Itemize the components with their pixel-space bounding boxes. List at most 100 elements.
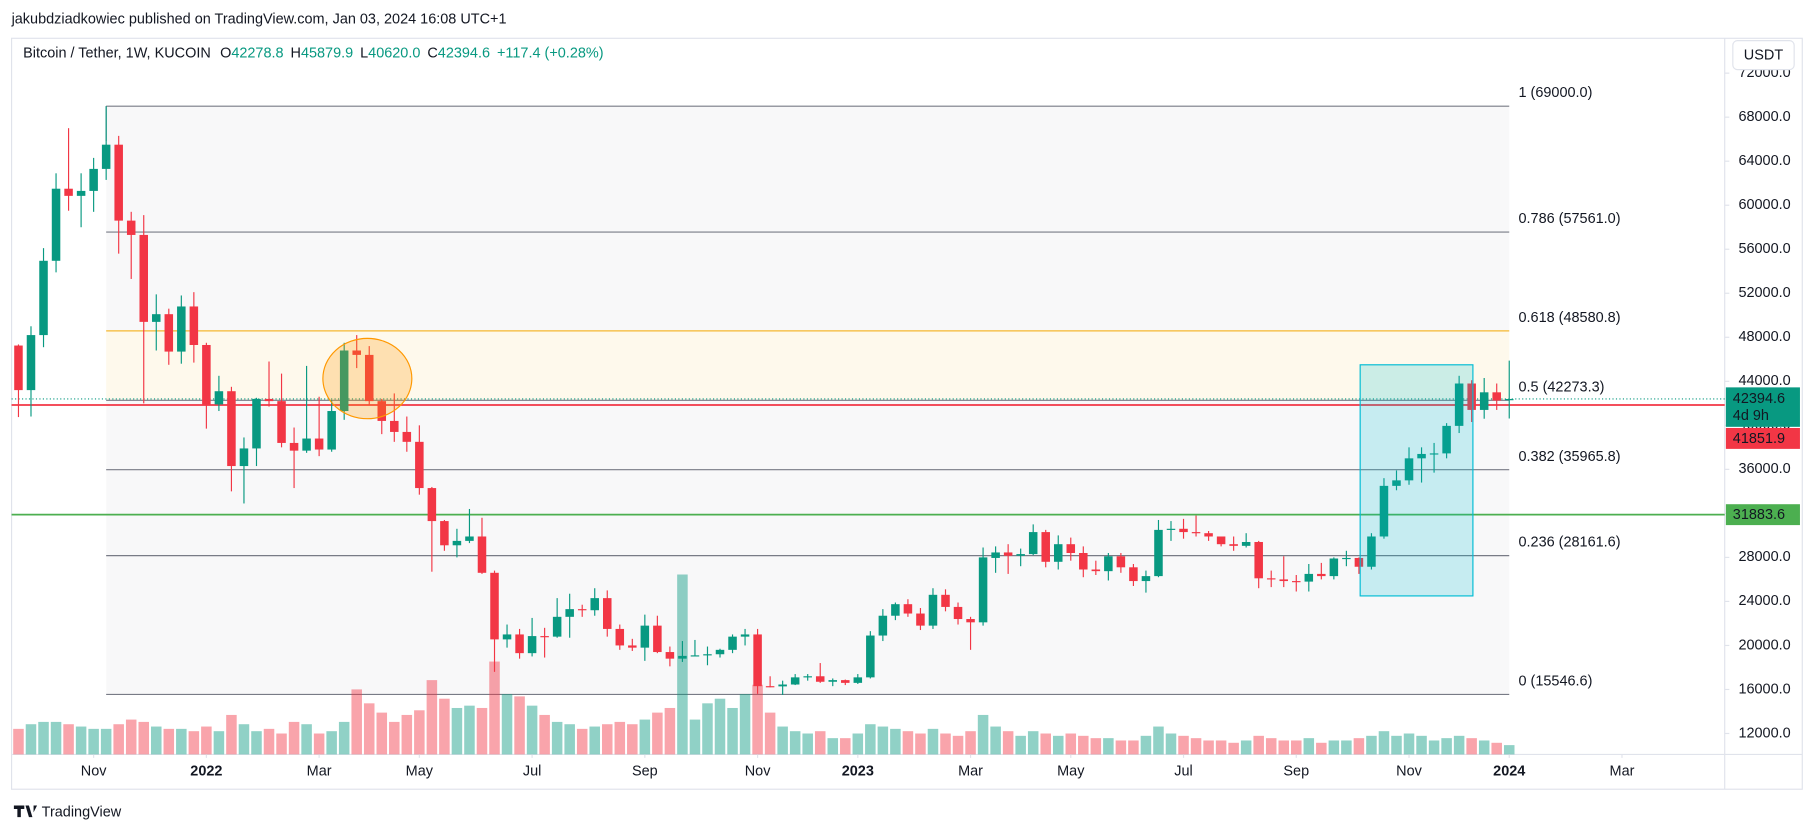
legend-value: 42278.8 xyxy=(231,45,283,61)
fib-label: 0.236 (28161.6) xyxy=(1518,535,1620,551)
volume-bar xyxy=(1353,738,1365,755)
volume-bar xyxy=(351,689,362,755)
x-tick-label: Mar xyxy=(958,764,983,780)
volume-bar xyxy=(1341,740,1352,755)
volume-bar xyxy=(752,684,763,755)
candle-body xyxy=(590,598,599,611)
y-tick-label: 52000.0 xyxy=(1738,285,1790,301)
candle-body xyxy=(1216,536,1226,545)
candle-body xyxy=(352,350,361,355)
candle-body xyxy=(577,609,587,611)
candle-body xyxy=(76,190,86,196)
volume-bar xyxy=(902,731,914,755)
candle-body xyxy=(640,625,650,648)
volume-bar xyxy=(689,719,701,755)
volume-bar xyxy=(890,728,901,755)
y-tick-label: 24000.0 xyxy=(1738,593,1790,609)
candle-body xyxy=(966,619,975,623)
last-price-badge xyxy=(1725,387,1800,427)
volume-bar xyxy=(401,714,413,755)
candle-body xyxy=(866,635,875,678)
volume-bar xyxy=(501,694,513,755)
volume-bar xyxy=(1103,738,1114,755)
volume-bar xyxy=(1278,740,1290,755)
candle-body xyxy=(665,652,675,659)
candle-body xyxy=(1404,458,1414,481)
price-badge xyxy=(1725,504,1800,526)
volume-bar xyxy=(714,698,726,755)
candle-body xyxy=(841,680,850,683)
candle-body xyxy=(715,649,725,655)
y-tick-label: 20000.0 xyxy=(1738,637,1790,653)
candle-body xyxy=(941,594,950,607)
candle-body xyxy=(289,442,299,451)
volume-bar xyxy=(1190,738,1202,755)
candle-body xyxy=(1229,544,1238,546)
candle-body xyxy=(314,438,324,450)
y-tick-label: 12000.0 xyxy=(1738,725,1790,741)
x-tick-label: Sep xyxy=(632,764,658,780)
candle-body xyxy=(1492,392,1501,401)
x-tick-label: 2022 xyxy=(190,764,222,780)
fib-zone xyxy=(106,555,1510,695)
header: jakubdziadkowiec published on TradingVie… xyxy=(11,12,507,28)
volume-bar xyxy=(13,728,24,755)
x-tick-label: May xyxy=(1057,764,1085,780)
volume-bar xyxy=(702,703,713,755)
volume-bar xyxy=(176,728,187,755)
volume-bar xyxy=(1240,740,1252,755)
legend-value: 42394.6 xyxy=(438,45,490,61)
candle-body xyxy=(415,441,424,489)
candle-body xyxy=(1241,541,1251,546)
volume-bar xyxy=(802,733,813,755)
candle-body xyxy=(1504,398,1514,401)
volume-bar xyxy=(125,719,137,755)
volume-bar xyxy=(1478,740,1490,755)
volume-bar xyxy=(739,694,751,755)
fib-label: 0.618 (48580.8) xyxy=(1518,310,1620,326)
currency-label: USDT xyxy=(1744,48,1783,64)
candle-body xyxy=(1166,528,1176,530)
volume-bar xyxy=(238,724,250,755)
volume-bar xyxy=(38,721,49,755)
volume-bar xyxy=(1015,735,1026,755)
volume-bar xyxy=(439,698,450,755)
volume-bar xyxy=(1153,726,1164,755)
volume-bar xyxy=(1291,740,1302,755)
candle-body xyxy=(803,676,812,678)
volume-bar xyxy=(213,731,225,755)
volume-bar xyxy=(539,714,550,755)
volume-bar xyxy=(251,731,262,755)
volume-bar xyxy=(1265,738,1277,755)
candle-body xyxy=(477,536,487,573)
fib-label: 0 (15546.6) xyxy=(1518,674,1592,690)
volume-bar xyxy=(1228,742,1239,755)
y-tick-label: 48000.0 xyxy=(1738,329,1790,345)
candle-body xyxy=(678,655,687,659)
candle-body xyxy=(878,615,888,636)
volume-bar xyxy=(789,731,801,755)
volume-bar xyxy=(25,724,37,755)
volume-bar xyxy=(1140,735,1152,755)
volume-bar xyxy=(764,712,776,755)
candle-body xyxy=(853,677,863,683)
candle-body xyxy=(1266,578,1276,580)
volume-bar xyxy=(977,714,989,755)
fib-label: 0.5 (42273.3) xyxy=(1518,379,1604,395)
candle-body xyxy=(1041,532,1050,562)
volume-bar xyxy=(1002,731,1014,755)
candle-body xyxy=(126,220,136,235)
legend-value: 45879.9 xyxy=(301,45,353,61)
volume-bar xyxy=(226,714,237,755)
candle-body xyxy=(152,314,161,322)
volume-bar xyxy=(526,705,538,755)
candle-body xyxy=(515,634,524,654)
brand-name: TradingView xyxy=(42,804,122,820)
fib-label: 0.786 (57561.0) xyxy=(1518,211,1620,227)
candle-body xyxy=(502,634,512,640)
volume-bar xyxy=(1378,731,1390,755)
x-tick-label: Nov xyxy=(1396,764,1422,780)
volume-bar xyxy=(276,733,287,755)
candle-body xyxy=(653,625,662,653)
currency-button[interactable] xyxy=(1732,40,1795,71)
